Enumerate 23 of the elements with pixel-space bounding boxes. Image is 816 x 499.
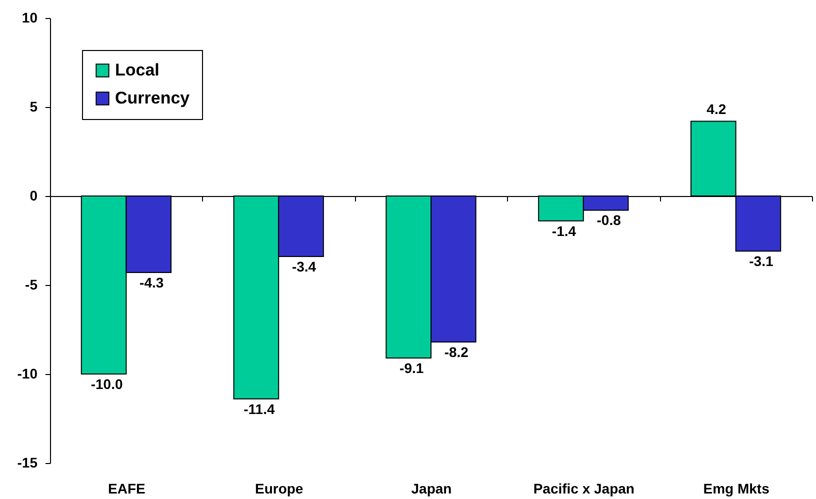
y-tick-label: -15: [17, 454, 38, 470]
x-tick-label: Japan: [411, 480, 452, 496]
y-tick-label: -10: [17, 366, 38, 382]
data-label: -10.0: [90, 376, 123, 392]
data-label: -11.4: [244, 400, 275, 417]
data-label: -8.2: [444, 344, 469, 360]
data-label: -3.4: [292, 258, 316, 275]
data-label: 4.2: [706, 101, 726, 118]
x-tick-label: EAFE: [108, 480, 146, 496]
data-label: -0.8: [596, 212, 622, 228]
data-label: -3.1: [749, 253, 774, 270]
y-tick-label: -5: [25, 276, 38, 292]
x-tick-label: Europe: [254, 480, 304, 496]
y-tick-label: 0: [30, 188, 38, 204]
data-label: -4.3: [140, 274, 164, 291]
x-tick-label: Pacific x Japan: [533, 480, 634, 496]
y-tick-label: 5: [30, 98, 38, 114]
data-label: -1.4: [552, 222, 576, 239]
data-label: -9.1: [400, 360, 424, 376]
y-tick-label: 10: [22, 10, 38, 26]
legend-label: Local: [115, 60, 160, 80]
x-tick-label: Emg Mkts: [703, 480, 770, 496]
legend-label: Currency: [115, 88, 190, 108]
